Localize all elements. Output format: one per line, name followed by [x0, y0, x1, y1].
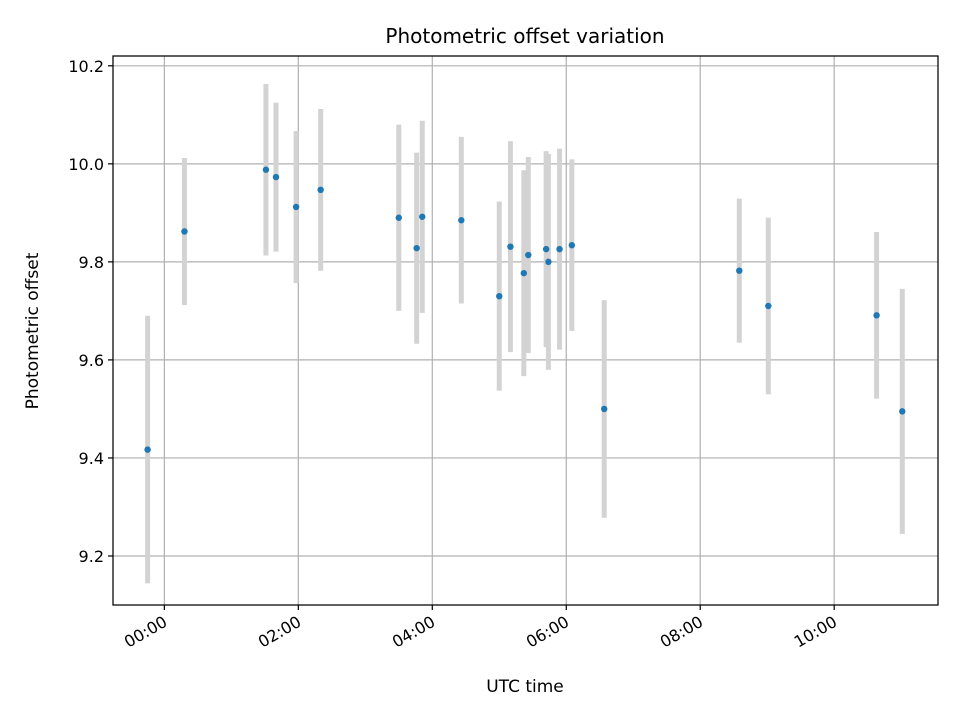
- data-point: [262, 166, 270, 173]
- chart-title: Photometric offset variation: [385, 24, 664, 48]
- y-tick-label: 9.6: [79, 351, 104, 370]
- data-point: [765, 302, 772, 310]
- data-point: [556, 245, 563, 253]
- plot-frame: [112, 55, 939, 606]
- y-tick-label: 9.2: [79, 547, 104, 566]
- data-point: [419, 213, 426, 220]
- data-point: [507, 243, 514, 250]
- data-points: [144, 166, 906, 453]
- data-point: [601, 405, 608, 413]
- data-point: [292, 203, 300, 211]
- y-tick-label: 9.4: [79, 449, 104, 468]
- data-point: [520, 269, 528, 277]
- data-point: [413, 244, 420, 252]
- data-point: [873, 312, 880, 319]
- data-point: [496, 292, 503, 300]
- data-point: [144, 446, 151, 453]
- data-point: [545, 258, 552, 266]
- data-point: [395, 214, 402, 221]
- data-point: [542, 245, 550, 253]
- data-point: [525, 251, 532, 259]
- data-point: [317, 186, 324, 194]
- data-point: [899, 408, 906, 415]
- data-point: [181, 228, 188, 235]
- x-axis-label: UTC time: [486, 677, 564, 697]
- data-point: [568, 242, 576, 249]
- y-axis-label: Photometric offset: [23, 252, 43, 409]
- data-point: [736, 267, 743, 274]
- y-tick-label: 10.0: [68, 155, 104, 174]
- y-tick-label: 10.2: [68, 57, 104, 76]
- y-tick-label: 9.8: [79, 253, 104, 272]
- y-axis-ticks: 9.2 9.4 9.6 9.8 10.0 10.2: [68, 57, 113, 566]
- data-point: [272, 173, 280, 181]
- data-point: [458, 217, 465, 224]
